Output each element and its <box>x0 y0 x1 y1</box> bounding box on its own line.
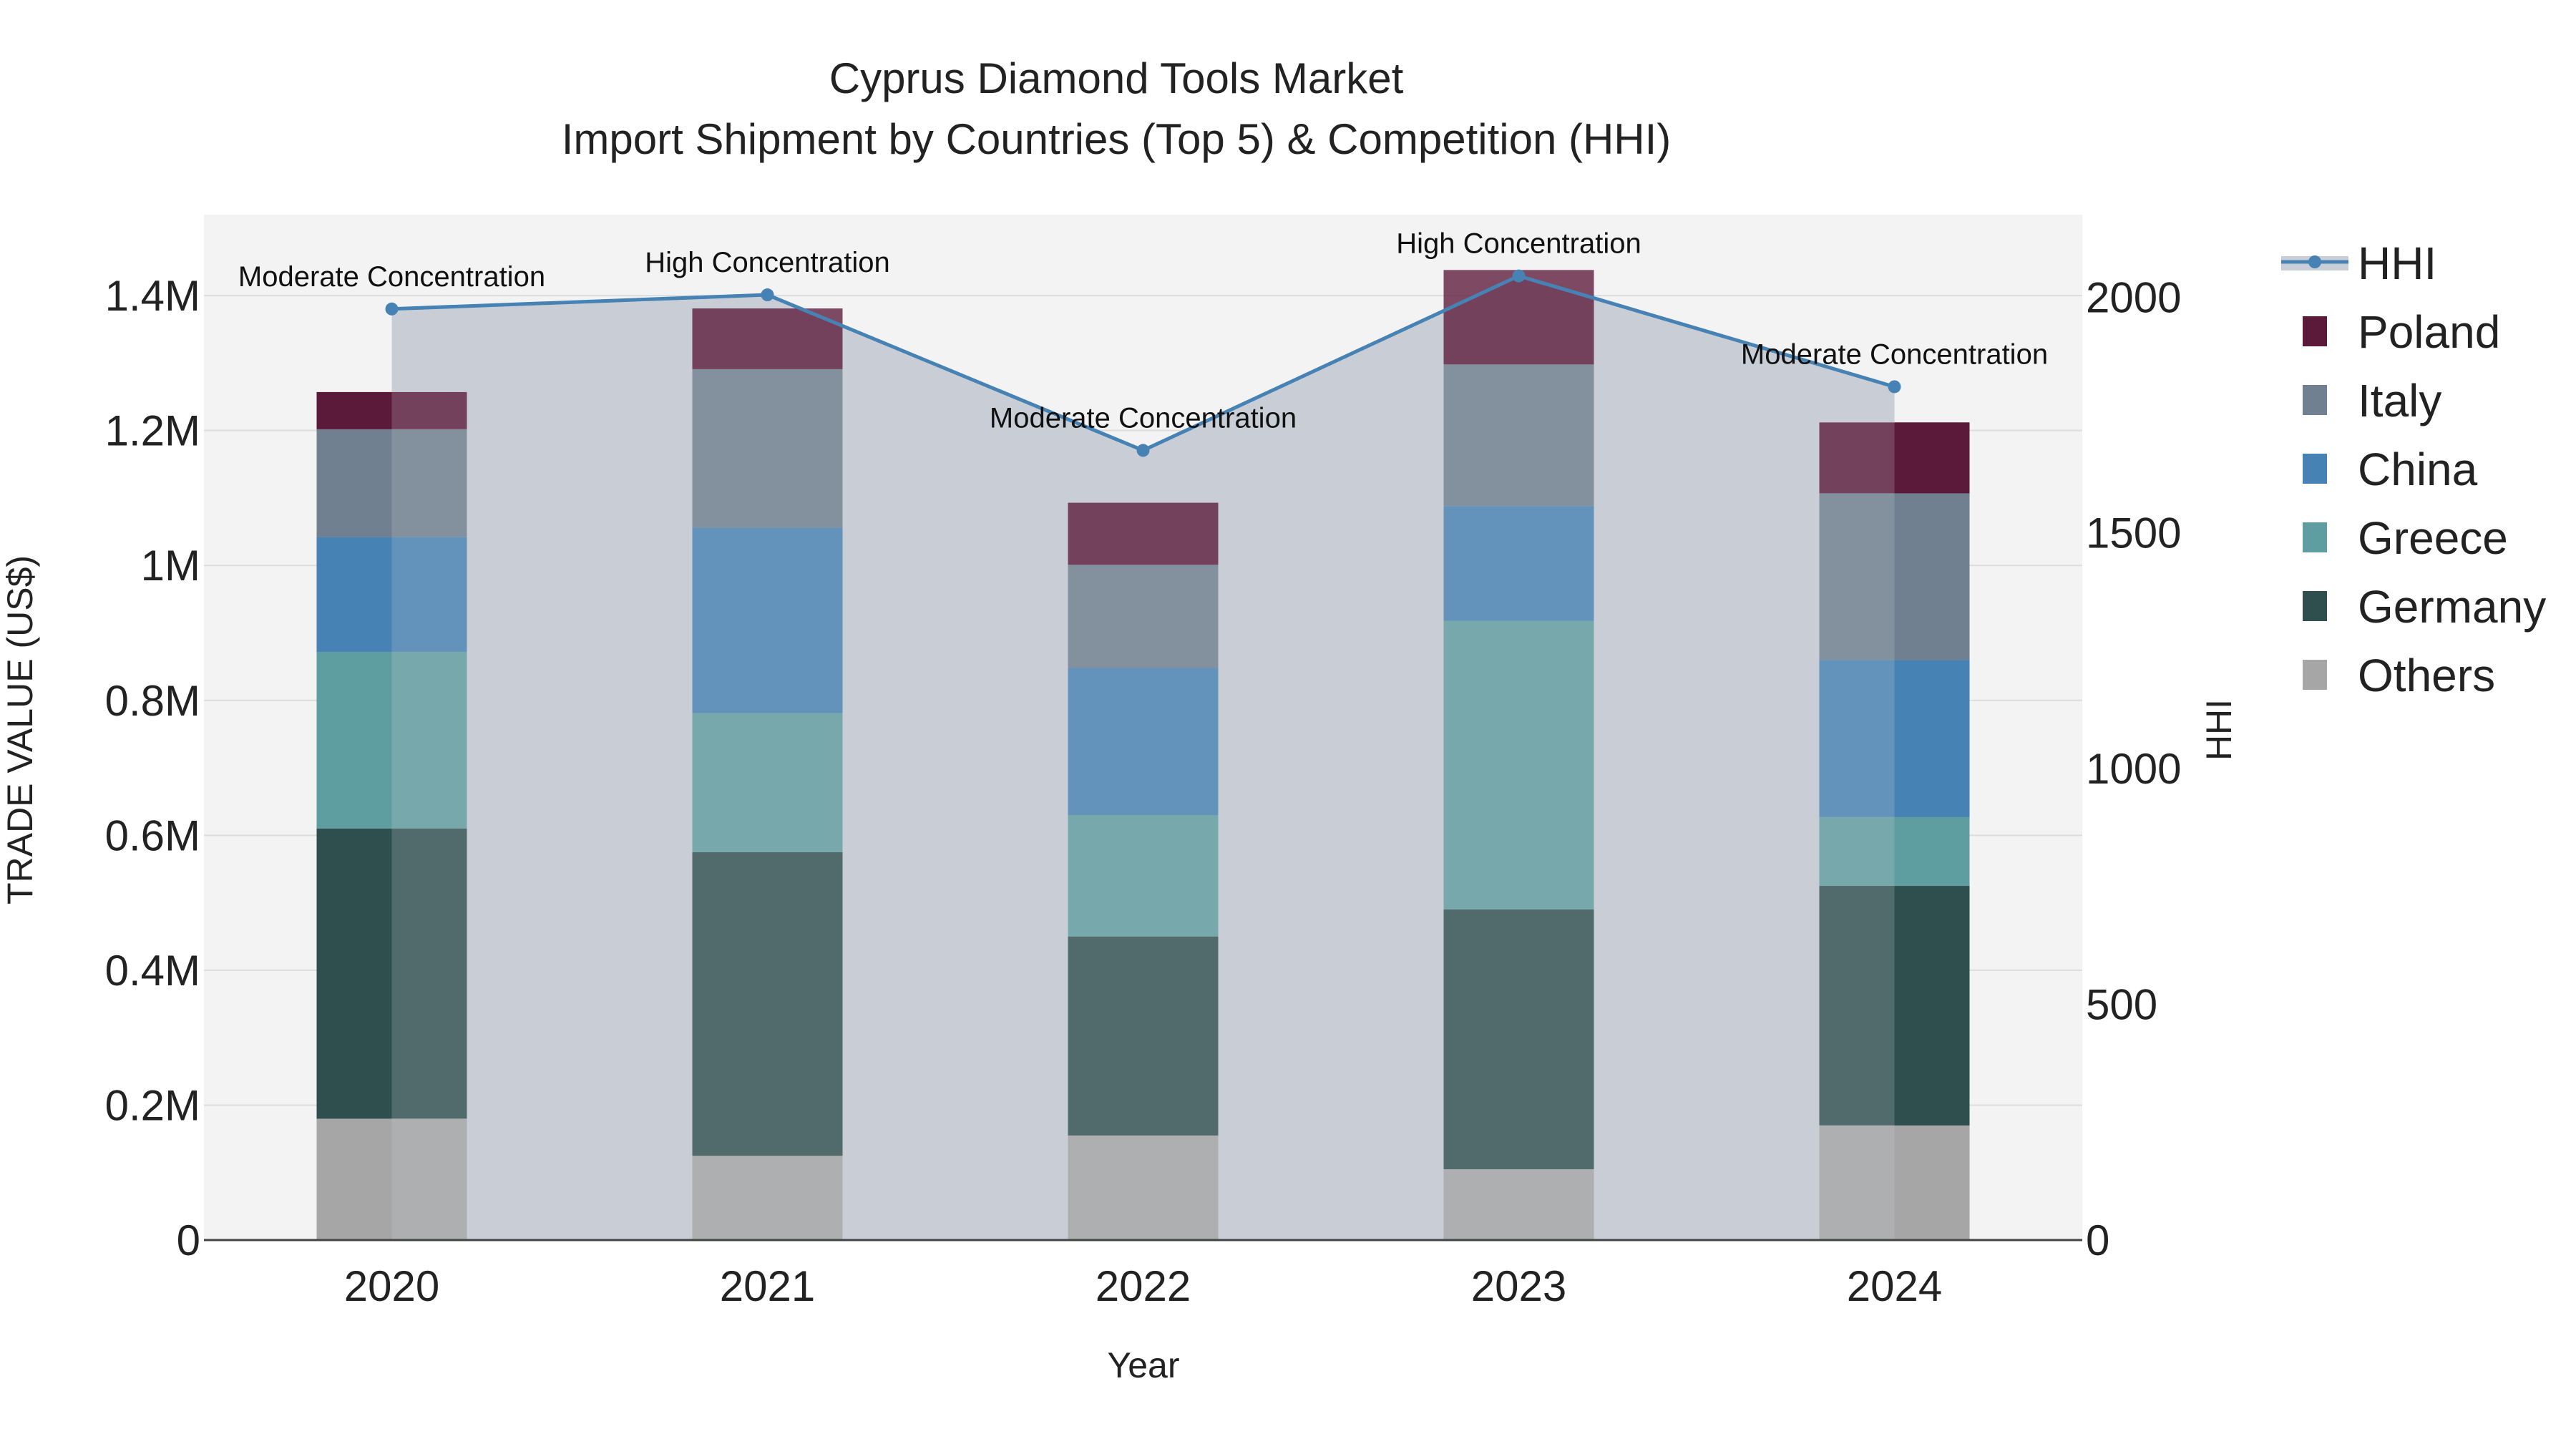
bar-germany-2021 <box>692 852 843 1156</box>
hhi-annotation-2024: Moderate Concentration <box>1741 338 2048 370</box>
bar-italy-2021 <box>692 369 843 528</box>
bar-others-2023 <box>1443 1169 1594 1240</box>
legend-swatch-greece <box>2303 522 2327 552</box>
y2-tick-label-0: 0 <box>2086 1216 2109 1264</box>
bar-highlight-china-2020 <box>316 537 392 652</box>
y2-tick-label-4: 2000 <box>2086 273 2181 321</box>
x-tick-label-2023: 2023 <box>1471 1262 1566 1310</box>
y-tick-label-0: 0 <box>177 1216 200 1264</box>
bar-highlight-greece-2020 <box>316 651 392 829</box>
bar-germany-2023 <box>1443 909 1594 1170</box>
axes-layer: 2020 2021 2022 2023 2024 0 0.2M 0.4M 0.6M 0.8M 1M 1… <box>105 272 2182 1310</box>
bar-italy-2023 <box>1443 364 1594 507</box>
chart-title-line1: Cyprus Diamond Tools Market <box>829 54 1404 102</box>
y2-axis-title: HHI <box>2199 699 2239 761</box>
legend-label-italy: Italy <box>2358 375 2441 426</box>
bar-germany-2022 <box>1068 936 1219 1136</box>
y2-tick-label-1: 500 <box>2086 981 2157 1029</box>
bar-highlight-italy-2020 <box>316 429 392 537</box>
y-tick-label-6: 1.2M <box>105 407 200 455</box>
hhi-line-layer: Moderate Concentration High Concentration… <box>238 228 2048 457</box>
hhi-point-2021 <box>761 288 774 302</box>
bar-highlight-germany-2024 <box>1894 886 1970 1126</box>
bar-china-2022 <box>1068 668 1219 816</box>
legend-label-china: China <box>2358 444 2478 495</box>
bar-italy-2022 <box>1068 565 1219 668</box>
bar-highlight-poland-2020 <box>316 391 392 429</box>
legend-label-others: Others <box>2358 650 2495 701</box>
x-tick-label-2024: 2024 <box>1847 1262 1942 1310</box>
bar-greece-2022 <box>1068 815 1219 937</box>
legend: HHI Poland Italy China Greece Germany Others <box>2281 238 2546 701</box>
bar-poland-2021 <box>692 308 843 369</box>
bar-greece-2021 <box>692 713 843 852</box>
hhi-point-2022 <box>1136 444 1150 457</box>
legend-swatch-china <box>2303 454 2327 484</box>
chart-title-line2: Import Shipment by Countries (Top 5) & C… <box>562 115 1672 163</box>
hhi-point-2023 <box>1512 269 1526 283</box>
bar-highlight-poland-2024 <box>1894 422 1970 494</box>
bar-china-2023 <box>1443 506 1594 621</box>
hhi-point-2020 <box>385 302 399 316</box>
y-tick-label-5: 1M <box>141 542 200 590</box>
bar-china-2021 <box>692 527 843 713</box>
legend-label-greece: Greece <box>2358 512 2508 564</box>
y-tick-label-7: 1.4M <box>105 272 200 320</box>
bar-highlight-greece-2024 <box>1894 816 1970 887</box>
legend-label-germany: Germany <box>2358 581 2546 633</box>
legend-label-hhi: HHI <box>2358 238 2436 289</box>
bar-others-2021 <box>692 1156 843 1240</box>
bar-highlight-others-2024 <box>1894 1125 1970 1240</box>
bar-highlight-italy-2024 <box>1894 493 1970 660</box>
bar-others-2022 <box>1068 1135 1219 1240</box>
bar-poland-2022 <box>1068 502 1219 565</box>
x-tick-label-2022: 2022 <box>1096 1262 1191 1310</box>
hhi-point-2024 <box>1888 380 1901 394</box>
hhi-annotation-2020: Moderate Concentration <box>238 261 545 293</box>
y-tick-label-2: 0.4M <box>105 947 200 995</box>
legend-swatch-marker-hhi <box>2308 255 2321 268</box>
hhi-annotation-2022: Moderate Concentration <box>990 402 1297 434</box>
y-tick-label-3: 0.6M <box>105 811 200 859</box>
bar-highlight-germany-2020 <box>316 828 392 1119</box>
bars-layer <box>316 270 1970 1240</box>
legend-swatch-others <box>2303 660 2327 690</box>
legend-label-poland: Poland <box>2358 306 2500 358</box>
x-tick-label-2020: 2020 <box>344 1262 439 1310</box>
x-axis-title: Year <box>1107 1345 1179 1385</box>
y-tick-label-1: 0.2M <box>105 1081 200 1129</box>
bar-greece-2023 <box>1443 620 1594 910</box>
legend-swatch-italy <box>2303 385 2327 415</box>
y-tick-label-4: 0.8M <box>105 677 200 725</box>
y2-tick-label-2: 1000 <box>2086 745 2181 793</box>
hhi-annotation-2023: High Concentration <box>1396 228 1641 260</box>
bar-poland-2023 <box>1443 270 1594 365</box>
y2-tick-label-3: 1500 <box>2086 509 2181 557</box>
bar-highlight-china-2024 <box>1894 660 1970 817</box>
hhi-annotation-2021: High Concentration <box>645 247 889 278</box>
bar-highlight-others-2020 <box>316 1118 392 1240</box>
x-tick-label-2021: 2021 <box>720 1262 815 1310</box>
y-axis-title: TRADE VALUE (US$) <box>0 555 40 904</box>
legend-swatch-germany <box>2303 591 2327 621</box>
legend-swatch-poland <box>2303 316 2327 346</box>
